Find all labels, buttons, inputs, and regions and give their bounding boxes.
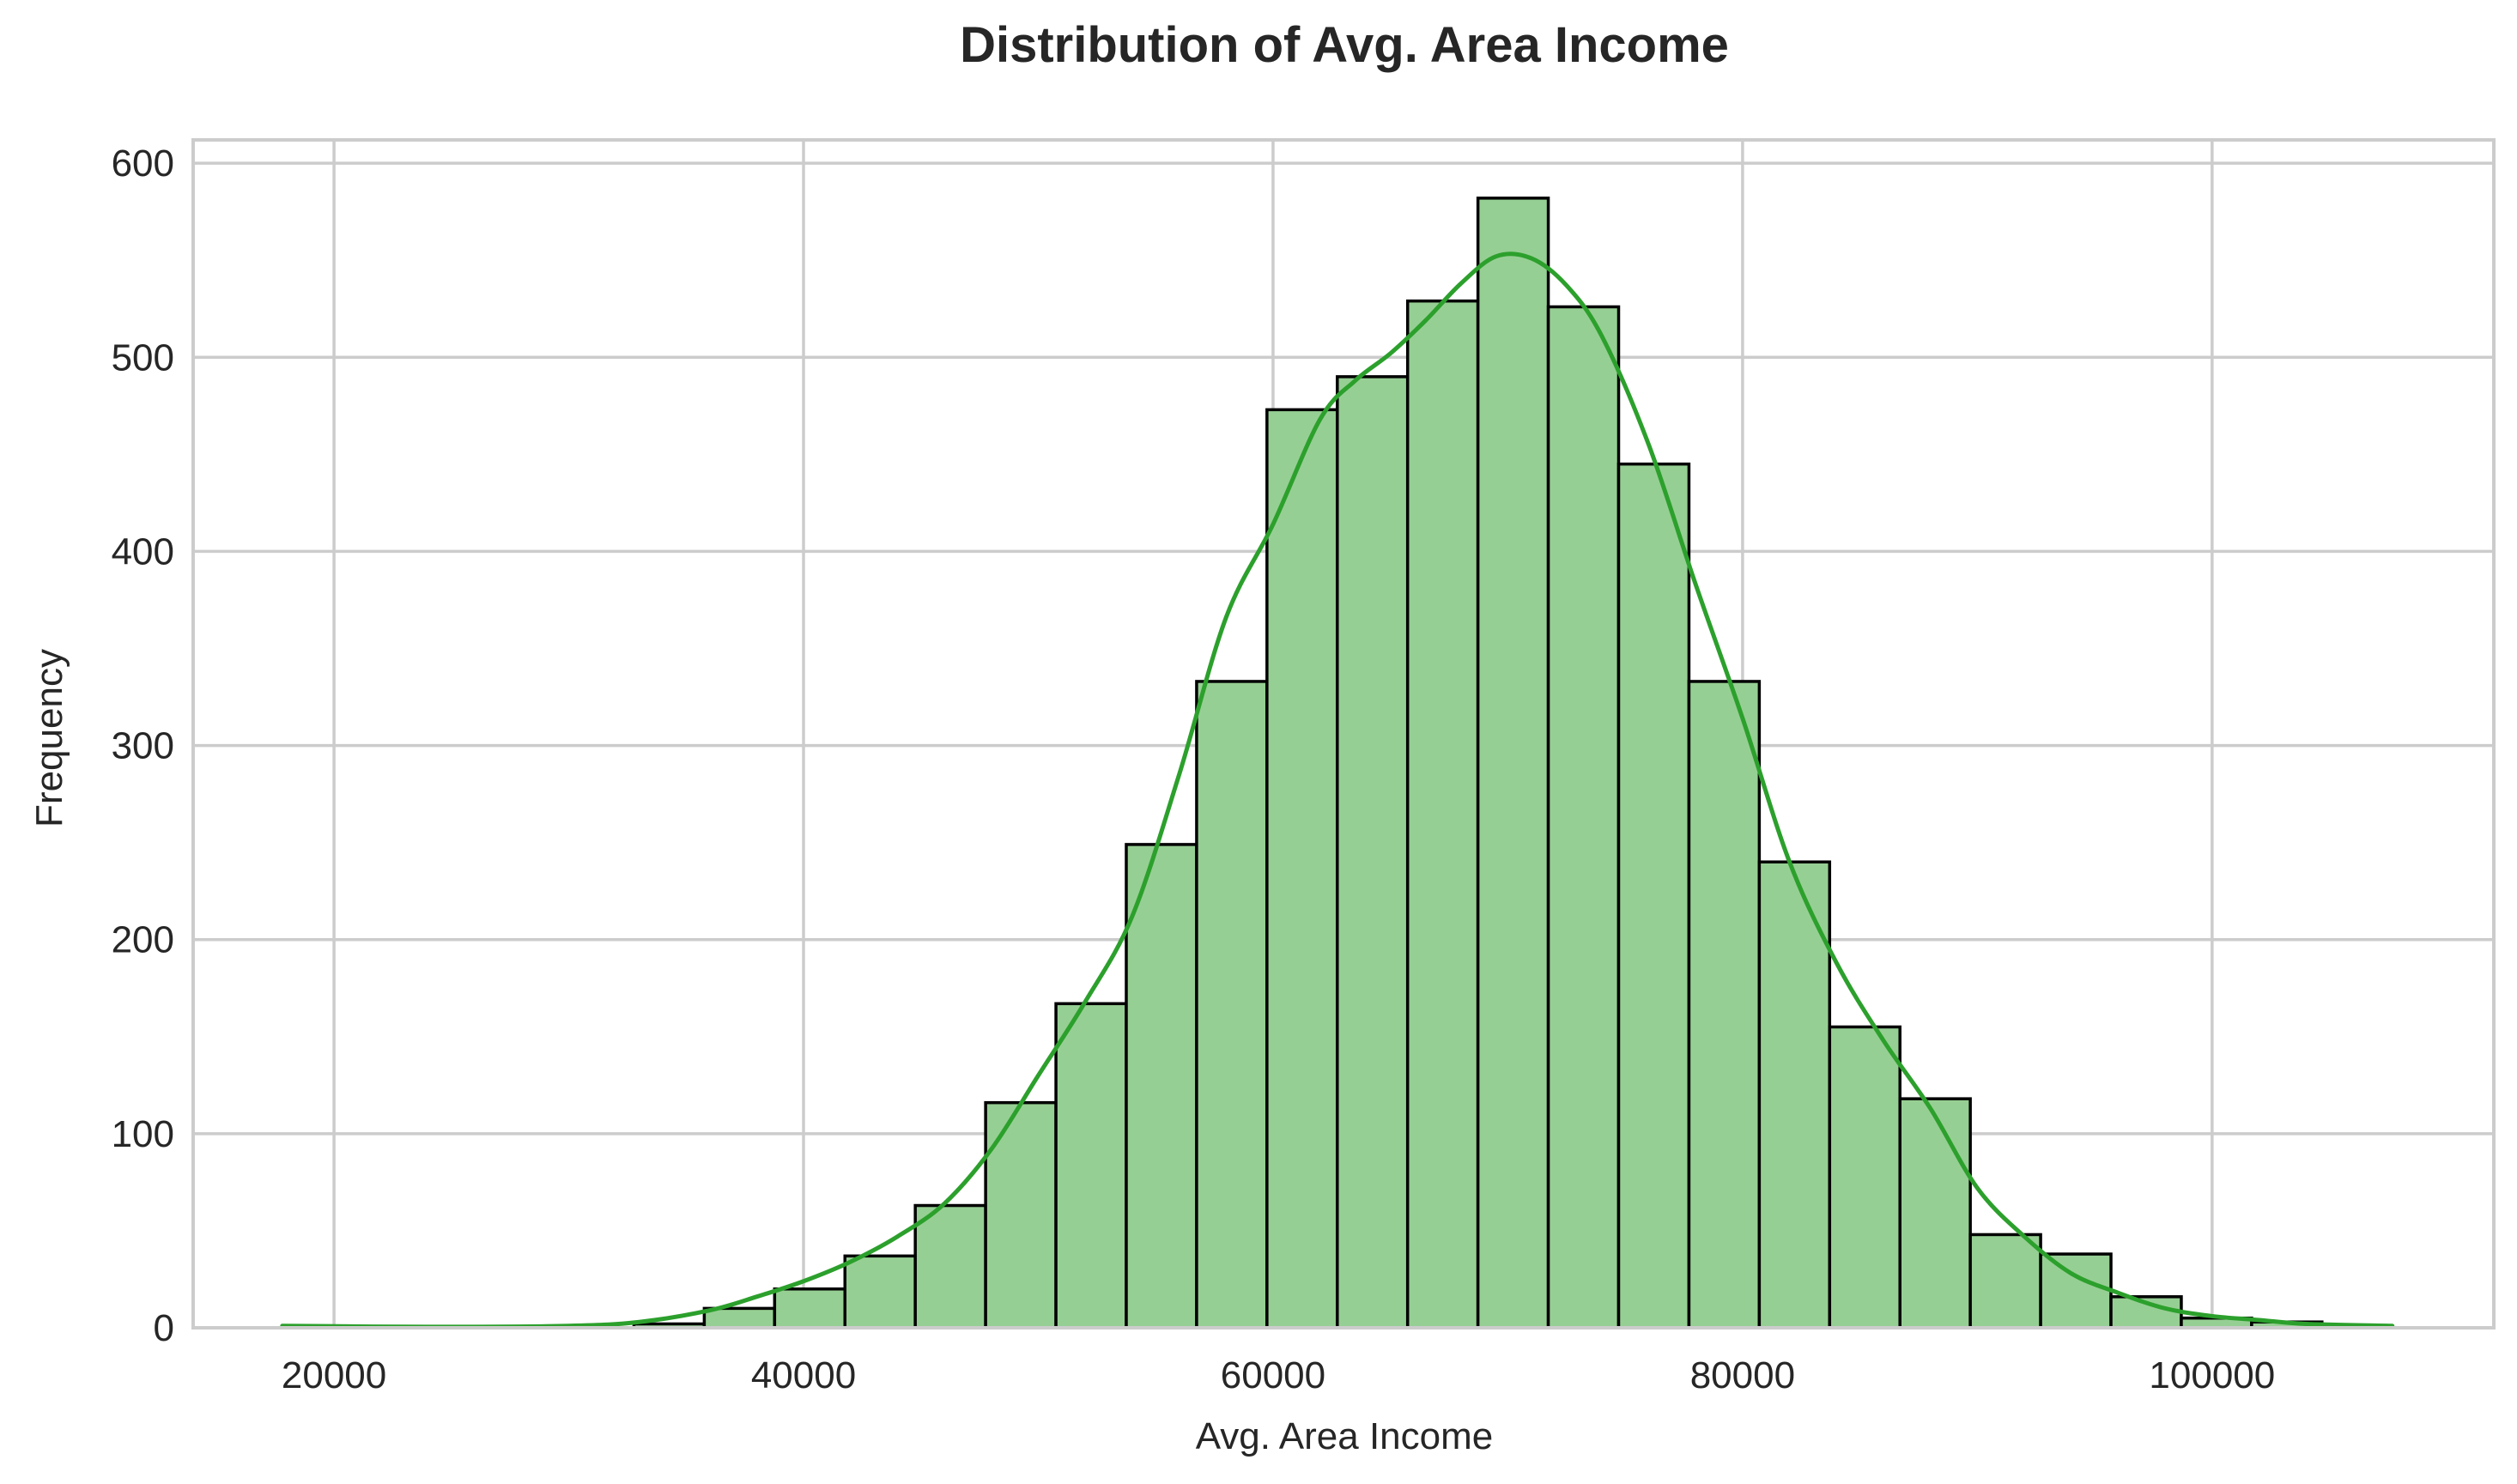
- x-axis-label: Avg. Area Income: [1196, 1415, 1494, 1457]
- plot-area-frame: [191, 138, 2496, 1330]
- histogram-bar: [843, 1254, 917, 1330]
- x-axis-ticks: 20000 40000 60000 80000 100000: [282, 1354, 2275, 1396]
- x-tick-label: 80000: [1690, 1354, 1795, 1396]
- histogram-bar: [1336, 375, 1410, 1330]
- histogram-bar: [1898, 1097, 1972, 1330]
- histogram-bars: [281, 197, 2324, 1330]
- histogram-bar: [1546, 305, 1621, 1330]
- histogram-bar: [1476, 197, 1550, 1330]
- y-tick-label: 500: [112, 336, 174, 379]
- x-tick-label: 20000: [282, 1354, 386, 1396]
- x-tick-label: 60000: [1221, 1354, 1325, 1396]
- histogram-bar: [2039, 1252, 2113, 1330]
- histogram-bar: [773, 1287, 847, 1330]
- histogram-bar: [1687, 680, 1762, 1330]
- x-tick-label: 100000: [2149, 1354, 2275, 1396]
- y-tick-label: 300: [112, 725, 174, 767]
- y-tick-label: 0: [154, 1307, 174, 1349]
- kde-curve: [280, 251, 2395, 1330]
- kde-curve-layer: [280, 251, 2395, 1330]
- histogram-bar: [1195, 680, 1269, 1330]
- histogram-bar: [1405, 299, 1480, 1330]
- histogram-bar: [984, 1100, 1058, 1330]
- y-tick-label: 400: [112, 530, 174, 572]
- y-tick-label: 600: [112, 142, 174, 185]
- histogram-bar: [913, 1203, 987, 1330]
- chart-title: Distribution of Avg. Area Income: [960, 17, 1729, 73]
- y-tick-label: 100: [112, 1113, 174, 1155]
- histogram-bar: [1265, 408, 1339, 1330]
- histogram-bar: [1968, 1233, 2042, 1330]
- y-axis-ticks: 0 100 200 300 400 500 600: [112, 142, 174, 1349]
- y-axis-label: Frequency: [28, 649, 70, 827]
- histogram-bar: [1125, 843, 1198, 1330]
- x-tick-label: 40000: [751, 1354, 856, 1396]
- histogram-bar: [1616, 462, 1691, 1330]
- histogram-bar: [1828, 1025, 1901, 1330]
- histogram-bar: [1054, 1002, 1128, 1330]
- y-tick-label: 200: [112, 919, 174, 961]
